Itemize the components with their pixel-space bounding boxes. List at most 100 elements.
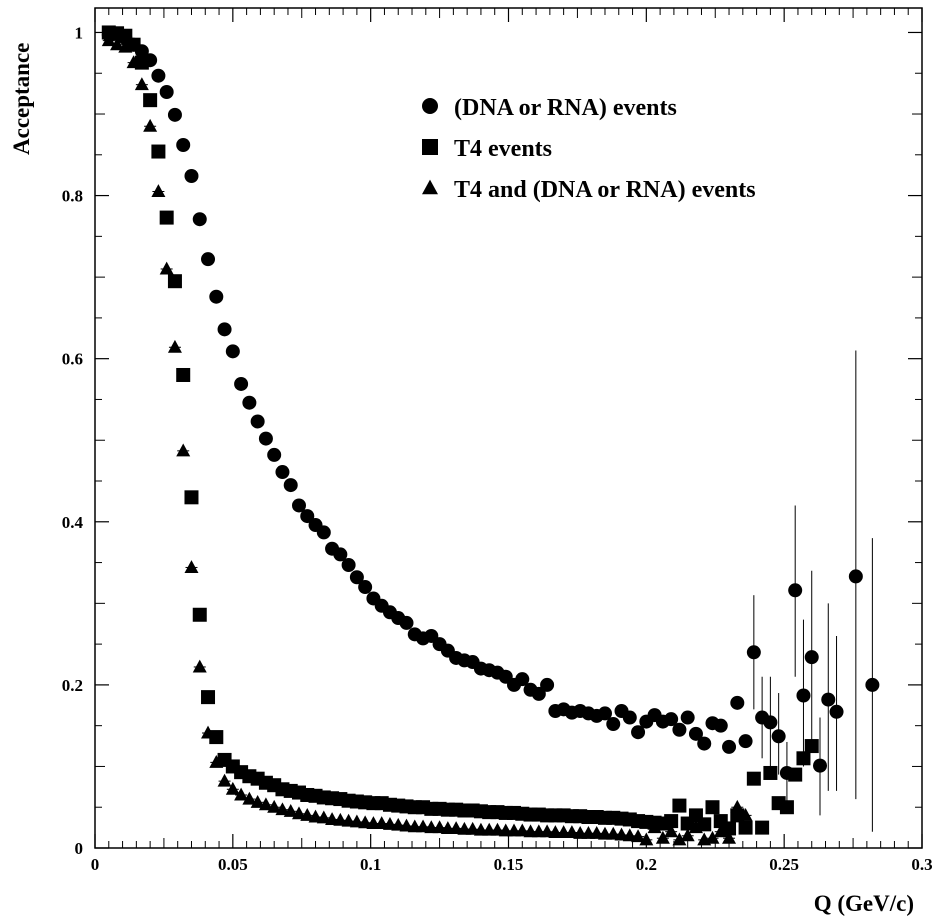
t4-and-dna-rna-point — [225, 781, 240, 795]
t4-and-dna-rna-point — [209, 755, 224, 768]
t4-point — [788, 767, 803, 782]
t4-and-dna-rna-point — [242, 791, 257, 805]
t4-point — [796, 751, 811, 766]
t4-and-dna-rna-point — [143, 118, 158, 132]
dna-rna-point — [267, 447, 282, 462]
dna-rna-point — [209, 289, 224, 304]
t4-and-dna-rna-point — [655, 830, 670, 844]
x-tick-label: 0.15 — [494, 855, 524, 874]
x-tick-label: 0.3 — [911, 855, 932, 874]
t4-point — [664, 814, 679, 829]
t4-point — [167, 274, 182, 289]
t4-and-dna-rna-point — [705, 830, 720, 844]
t4-and-dna-rna-point — [159, 261, 174, 275]
legend-marker-circle — [422, 98, 438, 114]
dna-rna-point — [316, 525, 331, 540]
x-tick-label: 0 — [91, 855, 100, 874]
t4-and-dna-rna-point — [217, 773, 232, 787]
dna-rna-point — [606, 717, 621, 732]
dna-rna-point — [730, 695, 745, 710]
t4-and-dna-rna-point — [134, 77, 149, 91]
t4-point — [763, 765, 778, 780]
dna-rna-point — [722, 739, 737, 754]
dna-rna-point — [217, 322, 232, 337]
legend-marker-triangle — [422, 179, 438, 195]
dna-rna-point — [848, 569, 863, 584]
x-tick-label: 0.25 — [769, 855, 799, 874]
dna-rna-point — [531, 686, 546, 701]
dna-rna-point — [622, 710, 637, 725]
series-triangle — [101, 33, 753, 846]
t4-and-dna-rna-point — [680, 828, 695, 842]
dna-rna-point — [151, 68, 166, 83]
t4-and-dna-rna-point — [291, 806, 306, 820]
dna-rna-point — [201, 252, 216, 267]
t4-point — [176, 367, 191, 382]
dna-rna-point — [399, 615, 414, 630]
y-tick-label: 0.6 — [62, 350, 83, 369]
t4-and-dna-rna-point — [275, 802, 290, 816]
t4-point — [746, 771, 761, 786]
y-tick-label: 0.2 — [62, 676, 83, 695]
t4-and-dna-rna-point — [118, 39, 133, 53]
t4-point — [192, 607, 207, 622]
plot-frame — [94, 7, 923, 849]
plot-area — [94, 7, 923, 849]
data-marks — [101, 25, 880, 846]
dna-rna-point — [672, 722, 687, 737]
t4-point — [672, 798, 687, 813]
dna-rna-point — [358, 580, 373, 595]
t4-and-dna-rna-point — [688, 820, 703, 834]
x-axis-title: Q (GeV/c) — [814, 891, 914, 916]
t4-point — [738, 820, 753, 835]
dna-rna-point — [540, 677, 555, 692]
t4-point — [779, 800, 794, 815]
t4-and-dna-rna-point — [647, 820, 662, 834]
x-tick-label: 0.05 — [218, 855, 248, 874]
dna-rna-point — [697, 736, 712, 751]
y-axis: 0 0.2 0.4 0.6 0.8 1 — [62, 23, 922, 858]
t4-and-dna-rna-point — [631, 829, 646, 843]
t4-point — [151, 144, 166, 159]
dna-rna-point — [829, 704, 844, 719]
t4-and-dna-rna-point — [176, 443, 191, 457]
t4-and-dna-rna-point — [234, 787, 249, 801]
t4-and-dna-rna-point — [730, 799, 745, 813]
dna-rna-point — [771, 729, 786, 744]
series-square — [101, 25, 819, 836]
dna-rna-point — [159, 85, 174, 99]
legend-label: T4 events — [454, 136, 552, 162]
dna-rna-point — [192, 212, 207, 227]
dna-rna-point — [333, 547, 348, 562]
t4-and-dna-rna-point — [713, 824, 728, 838]
dna-rna-point — [291, 498, 306, 513]
dna-rna-point — [713, 718, 728, 733]
dna-rna-point — [176, 138, 191, 153]
dna-rna-point — [796, 688, 811, 703]
dna-rna-point — [349, 570, 364, 585]
series-circle — [101, 27, 880, 832]
t4-point — [184, 490, 199, 505]
t4-and-dna-rna-point — [738, 808, 753, 821]
t4-and-dna-rna-point — [664, 824, 679, 838]
dna-rna-point — [275, 465, 290, 480]
dna-rna-point — [664, 712, 679, 727]
dna-rna-point — [167, 107, 182, 122]
t4-and-dna-rna-point — [201, 725, 216, 739]
legend-label: T4 and (DNA or RNA) events — [454, 177, 756, 203]
t4-and-dna-rna-point — [101, 33, 116, 47]
t4-point — [804, 739, 819, 754]
t4-point — [143, 93, 158, 108]
dna-rna-point — [242, 395, 257, 410]
dna-rna-point — [804, 650, 819, 665]
t4-and-dna-rna-point — [151, 184, 166, 198]
dna-rna-point — [738, 734, 753, 749]
x-axis: 0 0.05 0.1 0.15 0.2 0.25 0.3 — [91, 8, 933, 874]
dna-rna-point — [225, 344, 240, 359]
dna-rna-point — [788, 583, 803, 598]
t4-and-dna-rna-point — [192, 659, 207, 673]
dna-rna-point — [300, 509, 315, 524]
t4-and-dna-rna-point — [672, 832, 687, 846]
dna-rna-point — [865, 677, 880, 692]
y-axis-title: Acceptance — [9, 43, 34, 155]
